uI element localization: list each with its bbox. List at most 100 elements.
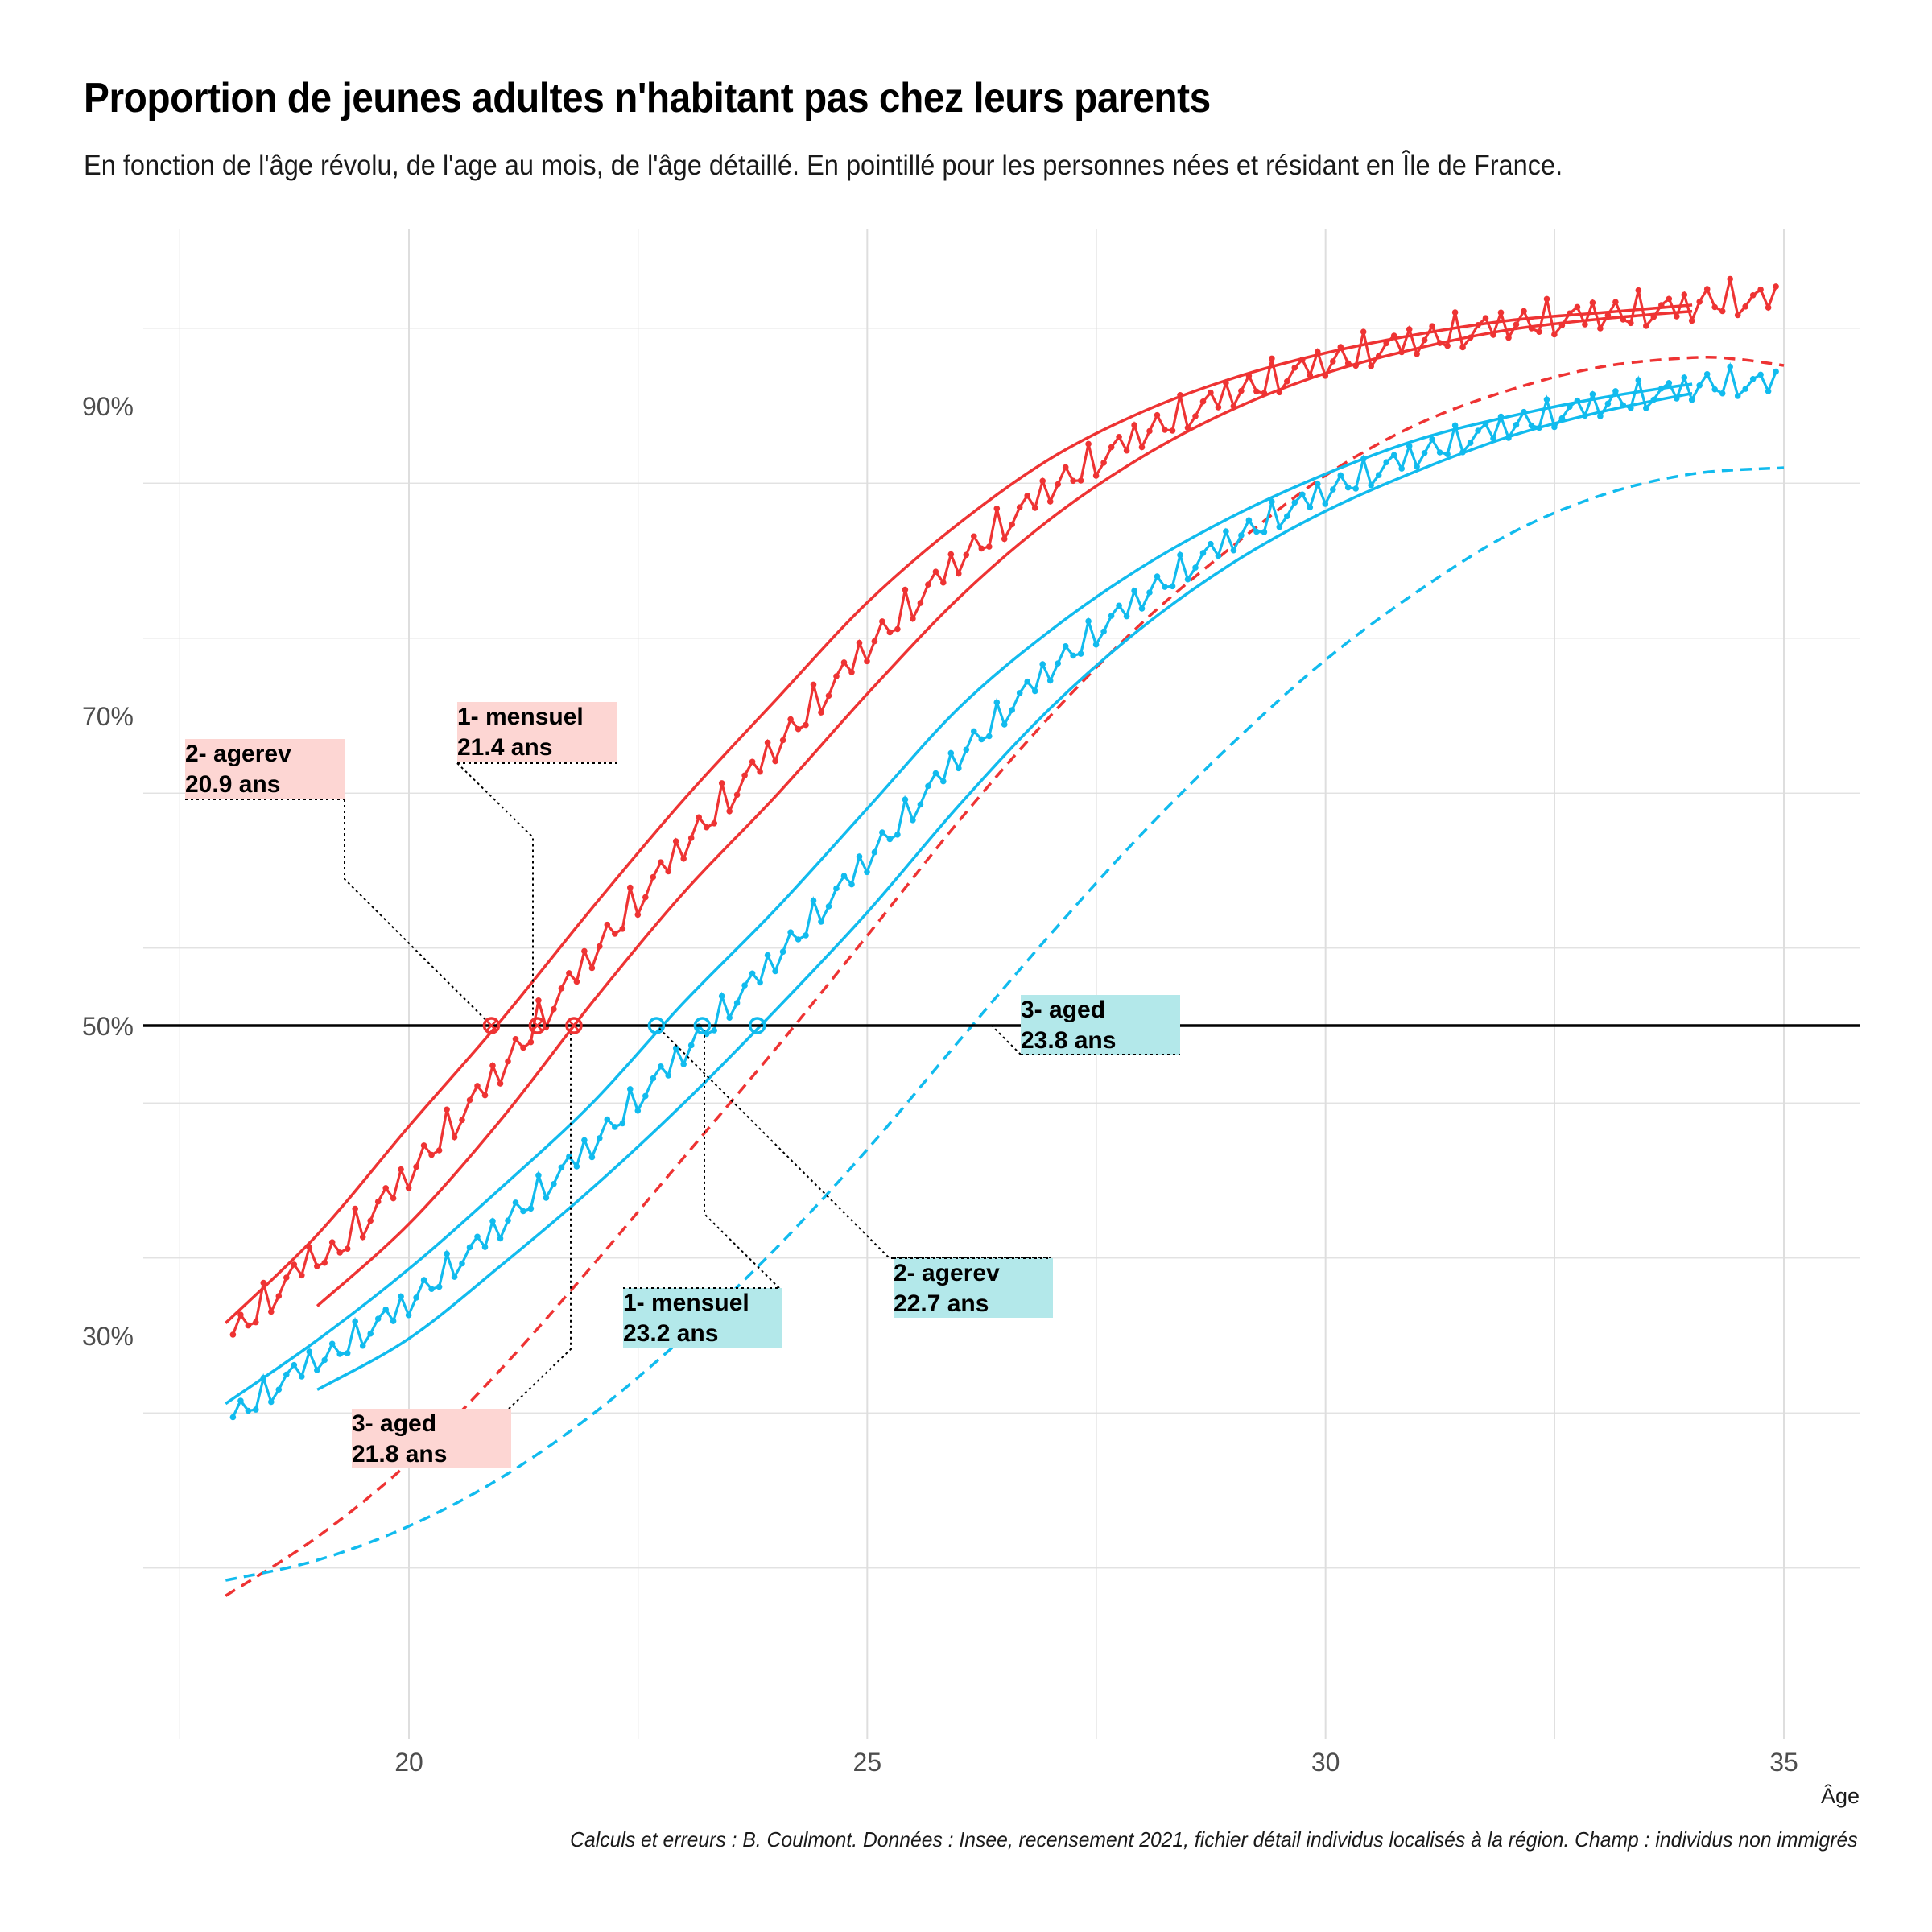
- data-point: [940, 778, 947, 785]
- data-point: [1138, 605, 1146, 612]
- data-point: [1558, 322, 1566, 328]
- data-point: [321, 1356, 328, 1364]
- data-point: [1009, 707, 1015, 713]
- data-point: [749, 758, 756, 766]
- data-point: [581, 947, 588, 955]
- data-point: [1711, 386, 1718, 393]
- data-point: [1414, 351, 1420, 357]
- data-point: [1551, 331, 1558, 338]
- data-point: [1001, 721, 1008, 728]
- data-point: [1620, 316, 1627, 323]
- data-point: [1330, 358, 1336, 365]
- annotation-red-1: 2- agerev 20.9 ans: [185, 739, 493, 1026]
- data-point: [1261, 390, 1268, 397]
- data-point: [963, 746, 970, 753]
- x-tick-label: 20: [394, 1748, 423, 1777]
- data-point: [665, 868, 671, 875]
- data-point: [291, 1261, 298, 1268]
- data-point: [299, 1373, 305, 1380]
- data-point: [551, 1005, 557, 1013]
- data-point: [481, 1092, 489, 1099]
- chart-caption: Calculs et erreurs : B. Coulmont. Donnée…: [570, 1827, 1858, 1852]
- data-point: [489, 1063, 496, 1069]
- data-point: [741, 772, 748, 779]
- data-point: [374, 1315, 382, 1322]
- data-point: [902, 796, 909, 803]
- annotation-line2: 23.8 ans: [1021, 1027, 1116, 1054]
- data-point: [627, 1086, 634, 1092]
- x-tick-label: 30: [1311, 1748, 1340, 1777]
- data-point: [978, 736, 985, 743]
- data-point: [1574, 397, 1581, 404]
- data-point: [856, 853, 863, 860]
- data-point: [1039, 477, 1046, 485]
- data-point: [803, 932, 809, 939]
- data-point: [1475, 322, 1481, 328]
- data-point: [520, 1208, 526, 1215]
- data-point: [283, 1274, 290, 1281]
- crossing-cross: [531, 1020, 543, 1031]
- data-point: [451, 1274, 458, 1280]
- series-line-blue-solid: [316, 391, 1693, 1391]
- data-point: [566, 970, 572, 976]
- data-point: [1024, 493, 1030, 499]
- data-point: [1528, 325, 1535, 332]
- data-point: [1459, 344, 1466, 351]
- data-point: [741, 982, 748, 989]
- data-point: [840, 873, 848, 879]
- data-point: [1169, 583, 1176, 590]
- data-point: [1773, 368, 1779, 375]
- data-point: [604, 921, 611, 928]
- data-point: [658, 1063, 664, 1070]
- data-point: [1208, 389, 1214, 396]
- data-point: [1199, 550, 1207, 556]
- annotation-line2: 20.9 ans: [185, 771, 280, 798]
- data-point: [436, 1283, 443, 1290]
- annotation-leader: [704, 1030, 780, 1289]
- data-point: [1108, 613, 1115, 619]
- data-point: [535, 1172, 542, 1179]
- data-point: [1635, 287, 1642, 294]
- data-point: [1505, 334, 1512, 341]
- data-point: [588, 964, 596, 972]
- data-point: [978, 545, 985, 552]
- data-point: [558, 985, 565, 992]
- data-point: [612, 1124, 618, 1130]
- data-point: [374, 1198, 382, 1205]
- data-point: [444, 1250, 450, 1257]
- data-point: [1375, 472, 1382, 478]
- data-point: [1284, 378, 1290, 385]
- data-point: [268, 1398, 275, 1406]
- data-point: [573, 978, 580, 985]
- data-point: [879, 618, 886, 625]
- data-point: [1513, 422, 1520, 428]
- data-point: [1765, 388, 1772, 394]
- data-point: [1558, 415, 1566, 422]
- annotation-box: [623, 1288, 782, 1348]
- data-point: [1597, 413, 1604, 419]
- data-point: [1604, 400, 1612, 407]
- data-point: [1299, 491, 1306, 498]
- data-point: [299, 1272, 305, 1279]
- data-point: [520, 1044, 526, 1051]
- data-point: [1001, 535, 1008, 543]
- data-point: [1322, 501, 1329, 507]
- data-point: [1184, 576, 1191, 583]
- data-point: [573, 1163, 580, 1170]
- data-point: [1421, 450, 1428, 456]
- data-point: [1192, 413, 1199, 419]
- data-point: [1368, 481, 1374, 489]
- data-point: [795, 936, 802, 943]
- data-point: [352, 1205, 359, 1212]
- data-point: [1291, 365, 1298, 371]
- data-point: [413, 1294, 419, 1301]
- data-point: [1269, 355, 1275, 362]
- crossing-circle: [647, 1017, 666, 1034]
- data-point: [1154, 411, 1161, 419]
- data-point: [848, 881, 855, 888]
- data-point: [336, 1249, 344, 1256]
- data-point: [772, 968, 778, 975]
- annotation-line1: 1- mensuel: [623, 1290, 749, 1316]
- x-tick-label: 35: [1769, 1748, 1798, 1777]
- data-point: [764, 739, 771, 746]
